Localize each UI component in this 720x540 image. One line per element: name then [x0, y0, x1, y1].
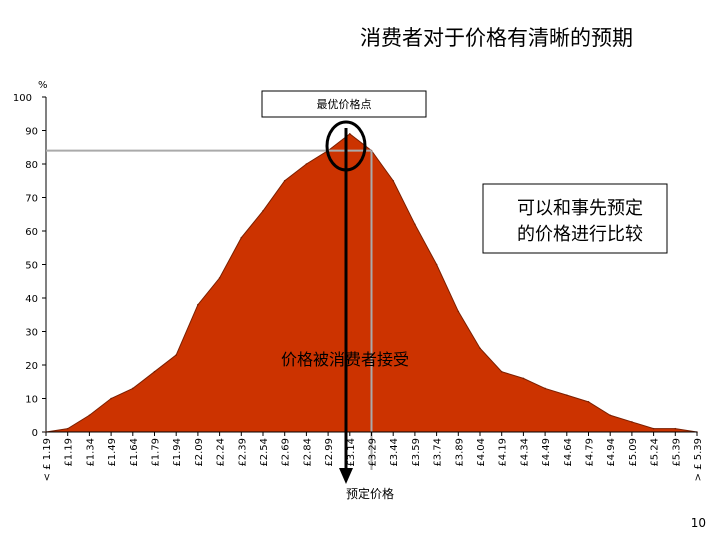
x-axis: < £ 1.19 £1.19 £1.34 £1.49 £1.64 £1.79 £1.94 £2… — [42, 431, 704, 481]
data-point — [522, 377, 525, 380]
x-tick-label: £3.74 — [433, 438, 444, 467]
x-tick-label: < £ 1.19 — [42, 438, 53, 481]
data-point — [66, 427, 69, 430]
y-axis: 0 10 20 30 40 50 60 70 80 90 100 — [13, 93, 47, 439]
y-tick-label: 90 — [25, 127, 38, 138]
optimal-price-box — [261, 90, 427, 118]
data-point — [349, 133, 351, 135]
x-tick-label: £4.04 — [476, 438, 487, 467]
x-tick-label: £3.29 — [368, 438, 379, 467]
data-point — [153, 370, 156, 373]
y-tick-label: 20 — [25, 361, 38, 372]
x-tick-label: £2.69 — [281, 438, 292, 467]
data-point — [283, 179, 286, 182]
y-tick-label: 80 — [25, 160, 38, 171]
page-title: 消费者对于价格有清晰的预期 — [360, 26, 633, 50]
x-tick-label: £2.09 — [194, 438, 205, 467]
data-point — [392, 179, 395, 182]
y-tick-label: 100 — [13, 93, 32, 104]
x-tick-label: £5.24 — [650, 438, 661, 467]
comparable-note-box — [482, 183, 668, 254]
data-point — [544, 387, 546, 390]
y-tick-label: 50 — [25, 261, 38, 272]
x-tick-label: £4.19 — [498, 438, 509, 467]
data-point — [587, 401, 590, 403]
data-point — [305, 163, 308, 165]
comparable-note-line1: 可以和事先预定 — [517, 198, 643, 219]
y-tick-label: 70 — [25, 194, 38, 205]
y-tick-label: 40 — [25, 294, 38, 305]
y-tick-label: 0 — [32, 428, 38, 439]
reference-lines — [46, 149, 373, 470]
data-point — [175, 354, 177, 356]
data-point — [500, 370, 503, 373]
data-point — [414, 223, 416, 226]
x-tick-label: £1.49 — [107, 438, 118, 467]
y-tick-label: 60 — [25, 227, 38, 238]
x-tick-label: £3.89 — [454, 438, 465, 467]
data-point — [435, 263, 438, 266]
data-point — [609, 414, 611, 417]
x-tick-label: £4.64 — [563, 438, 574, 467]
data-point — [218, 277, 221, 279]
data-point — [132, 387, 134, 390]
data-point — [674, 427, 677, 430]
optimal-price-arrowhead — [339, 468, 353, 484]
x-tick-label: £2.84 — [302, 438, 313, 467]
y-unit-label: % — [38, 80, 48, 91]
data-point — [262, 210, 264, 212]
x-tick-label: £3.59 — [411, 438, 422, 467]
comparable-note-line2: 的价格进行比较 — [517, 224, 643, 245]
y-tick-label: 10 — [25, 395, 38, 406]
page-number: 10 — [690, 516, 706, 530]
x-tick-label: £1.79 — [151, 438, 162, 467]
data-point — [110, 397, 112, 400]
x-tick-label: £5.39 — [671, 438, 682, 467]
x-tick-label: £2.54 — [259, 438, 270, 467]
x-tick-label: £2.99 — [324, 438, 335, 467]
data-point — [197, 303, 199, 306]
x-tick-label: > £ 5.39 — [693, 438, 704, 481]
data-point — [479, 347, 481, 350]
data-point — [240, 236, 243, 239]
x-tick-label: £1.94 — [172, 438, 183, 467]
x-tick-label: £4.94 — [606, 438, 617, 467]
data-point — [457, 310, 460, 313]
x-tick-label: £4.79 — [585, 438, 596, 467]
data-point — [88, 414, 91, 417]
x-tick-label: £5.09 — [628, 438, 639, 467]
x-tick-label: £1.64 — [129, 438, 140, 467]
x-tick-label: £1.34 — [85, 438, 96, 467]
x-tick-label: £4.49 — [541, 438, 552, 467]
data-point — [631, 421, 633, 423]
x-tick-label: £1.19 — [64, 438, 75, 467]
x-tick-label: £2.39 — [237, 438, 248, 467]
x-tick-label: £2.24 — [216, 438, 227, 467]
data-point — [566, 394, 568, 396]
y-tick-label: 30 — [25, 328, 38, 339]
optimal-price-label: 最优价格点 — [317, 97, 372, 111]
data-point — [652, 427, 655, 430]
x-tick-label: £3.44 — [389, 438, 400, 467]
preset-price-label: 预定价格 — [346, 486, 394, 501]
x-tick-label: £4.34 — [519, 438, 530, 467]
x-tick-label: £3.14 — [346, 438, 357, 467]
